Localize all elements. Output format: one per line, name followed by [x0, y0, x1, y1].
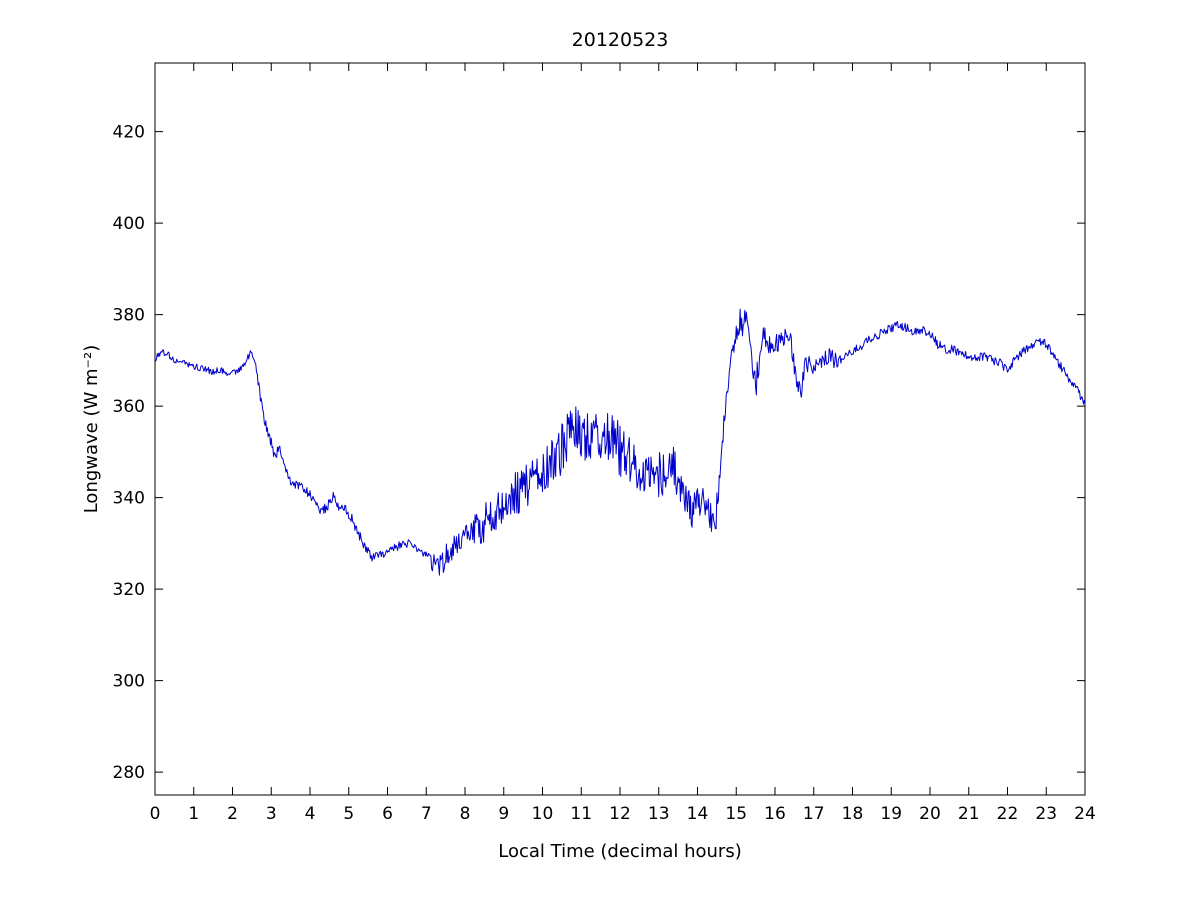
axis-tick-labels: 0 1 2 3 4 5 6 7 8 9 10 11 12 13 14 15 16 17 18 19 20 21 22 23 24… — [113, 123, 1096, 824]
x-tick-label: 15 — [725, 804, 747, 824]
y-axis-label: Longwave (W m⁻²) — [81, 345, 102, 514]
y-tick-label: 380 — [113, 306, 145, 326]
x-tick-label: 4 — [305, 804, 316, 824]
x-tick-label: 18 — [842, 804, 864, 824]
x-tick-label: 16 — [764, 804, 786, 824]
x-tick-label: 13 — [648, 804, 670, 824]
x-tick-label: 11 — [570, 804, 592, 824]
x-tick-label: 9 — [498, 804, 509, 824]
y-tick-label: 420 — [113, 123, 145, 143]
x-tick-label: 3 — [266, 804, 277, 824]
longwave-series-line — [154, 308, 1086, 576]
x-tick-label: 17 — [803, 804, 825, 824]
x-tick-label: 6 — [382, 804, 393, 824]
x-tick-label: 5 — [343, 804, 354, 824]
x-tick-label: 8 — [460, 804, 471, 824]
x-tick-label: 23 — [1035, 804, 1057, 824]
x-tick-label: 10 — [532, 804, 554, 824]
x-axis-label: Local Time (decimal hours) — [498, 841, 741, 862]
axis-ticks — [154, 63, 1086, 795]
x-tick-label: 2 — [227, 804, 238, 824]
x-tick-label: 12 — [609, 804, 631, 824]
y-tick-label: 300 — [113, 672, 145, 692]
x-tick-label: 14 — [687, 804, 709, 824]
chart-title: 20120523 — [572, 29, 669, 51]
x-tick-label: 0 — [150, 804, 161, 824]
y-tick-label: 280 — [113, 763, 145, 783]
x-tick-label: 1 — [188, 804, 199, 824]
x-tick-label: 20 — [919, 804, 941, 824]
y-tick-label: 400 — [113, 214, 145, 234]
x-tick-label: 19 — [880, 804, 902, 824]
x-tick-label: 24 — [1074, 804, 1096, 824]
y-tick-label: 360 — [113, 397, 145, 417]
x-tick-label: 21 — [958, 804, 980, 824]
y-tick-label: 340 — [113, 489, 145, 509]
x-tick-label: 7 — [421, 804, 432, 824]
y-tick-label: 320 — [113, 580, 145, 600]
x-tick-label: 22 — [997, 804, 1019, 824]
